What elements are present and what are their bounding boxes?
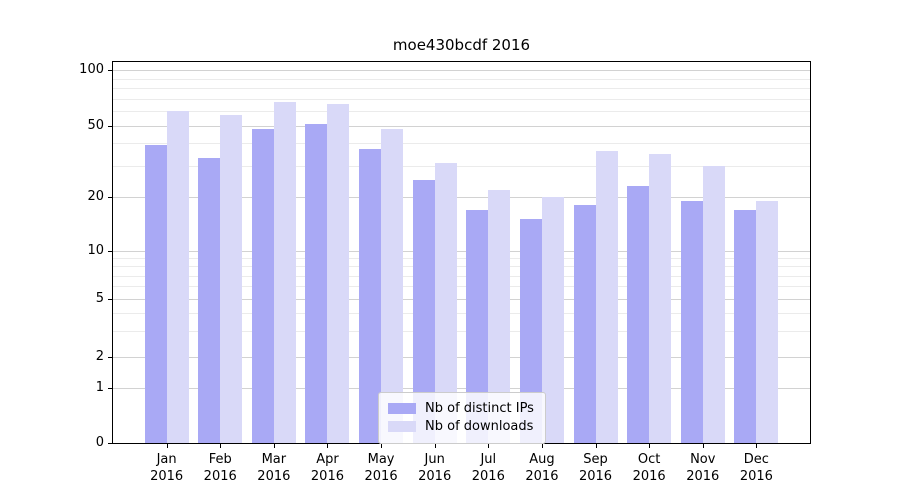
x-tick-label: Jun 2016	[418, 452, 452, 484]
gridline-minor	[113, 275, 810, 277]
x-tick-mark	[434, 444, 436, 448]
bar-distinct-ips-may	[359, 149, 382, 443]
legend-label-distinct-ips: Nb of distinct IPs	[425, 401, 534, 416]
x-tick-mark	[220, 444, 222, 448]
gridline-minor	[113, 78, 810, 80]
bar-downloads-nov	[702, 165, 725, 443]
bar-distinct-ips-dec	[734, 209, 757, 443]
y-tick-mark	[108, 126, 113, 127]
bar-distinct-ips-aug	[519, 219, 542, 443]
x-tick-mark	[488, 444, 490, 448]
y-tick-label: 50	[87, 118, 104, 133]
gridline-minor	[113, 98, 810, 100]
bar-downloads-jun	[434, 163, 457, 443]
gridline-minor	[113, 143, 810, 145]
x-tick-mark	[541, 444, 543, 448]
bar-downloads-sep	[595, 151, 618, 443]
x-tick-label: Nov 2016	[686, 452, 720, 484]
x-tick-label: Apr 2016	[310, 452, 344, 484]
x-tick-label: May 2016	[364, 452, 398, 484]
x-tick-label: Jan 2016	[150, 452, 184, 484]
x-tick-label: Jul 2016	[471, 452, 505, 484]
legend-label-downloads: Nb of downloads	[425, 419, 534, 434]
plot-area	[112, 61, 811, 444]
bar-distinct-ips-nov	[680, 201, 703, 443]
bar-distinct-ips-sep	[573, 205, 596, 443]
x-tick-label: Dec 2016	[739, 452, 773, 484]
bar-downloads-mar	[273, 102, 296, 443]
gridline-major	[113, 70, 810, 71]
y-tick-label: 1	[95, 380, 104, 395]
gridline-major	[113, 251, 810, 252]
x-tick-mark	[381, 444, 383, 448]
x-tick-mark	[327, 444, 329, 448]
y-tick-mark	[108, 443, 113, 444]
gridline-major	[113, 126, 810, 127]
bar-distinct-ips-jan	[144, 145, 167, 443]
bar-downloads-dec	[756, 201, 779, 443]
bar-downloads-jan	[166, 111, 189, 443]
y-tick-label: 5	[95, 291, 104, 306]
y-tick-label: 100	[79, 62, 104, 77]
y-tick-mark	[108, 357, 113, 358]
gridline-minor	[113, 331, 810, 333]
gridline-major	[113, 197, 810, 198]
gridline-major	[113, 388, 810, 389]
y-tick-mark	[108, 388, 113, 389]
y-tick-mark	[108, 70, 113, 71]
bar-distinct-ips-oct	[627, 186, 650, 443]
gridline-minor	[113, 165, 810, 167]
x-tick-label: Feb 2016	[203, 452, 237, 484]
gridline-major	[113, 299, 810, 300]
y-tick-label: 0	[95, 435, 104, 450]
gridline-minor	[113, 88, 810, 90]
y-tick-mark	[108, 299, 113, 300]
x-tick-mark	[166, 444, 168, 448]
legend-item-distinct-ips: Nb of distinct IPs	[388, 400, 536, 417]
x-tick-label: Aug 2016	[525, 452, 559, 484]
y-tick-mark	[108, 251, 113, 252]
x-tick-mark	[702, 444, 704, 448]
bar-distinct-ips-feb	[198, 158, 221, 443]
bar-downloads-may	[381, 129, 404, 443]
bar-distinct-ips-jul	[466, 209, 489, 443]
x-tick-mark	[595, 444, 597, 448]
legend-swatch-distinct-ips	[388, 403, 416, 414]
gridline-major	[113, 357, 810, 358]
x-tick-mark	[649, 444, 651, 448]
bar-distinct-ips-jun	[412, 179, 435, 443]
y-tick-label: 20	[87, 189, 104, 204]
bar-distinct-ips-mar	[251, 129, 274, 443]
legend-item-downloads: Nb of downloads	[388, 418, 536, 435]
x-tick-label: Oct 2016	[632, 452, 666, 484]
y-tick-label: 2	[95, 349, 104, 364]
x-tick-mark	[756, 444, 758, 448]
x-tick-mark	[273, 444, 275, 448]
x-tick-label: Sep 2016	[578, 452, 613, 484]
bar-downloads-oct	[649, 153, 672, 443]
gridline-minor	[113, 111, 810, 113]
gridline-minor	[113, 286, 810, 288]
bar-distinct-ips-apr	[305, 124, 328, 443]
chart-title: moe430bcdf 2016	[392, 36, 531, 54]
bar-downloads-jul	[488, 189, 511, 443]
legend-swatch-downloads	[388, 421, 416, 432]
gridline-minor	[113, 258, 810, 260]
bar-downloads-apr	[327, 103, 350, 443]
x-tick-label: Mar 2016	[257, 452, 291, 484]
bar-downloads-feb	[220, 115, 243, 443]
gridline-minor	[113, 313, 810, 315]
y-tick-label: 10	[87, 243, 104, 258]
gridline-minor	[113, 266, 810, 268]
y-tick-mark	[108, 197, 113, 198]
bar-downloads-aug	[541, 197, 564, 443]
legend: Nb of distinct IPs Nb of downloads	[378, 392, 546, 444]
